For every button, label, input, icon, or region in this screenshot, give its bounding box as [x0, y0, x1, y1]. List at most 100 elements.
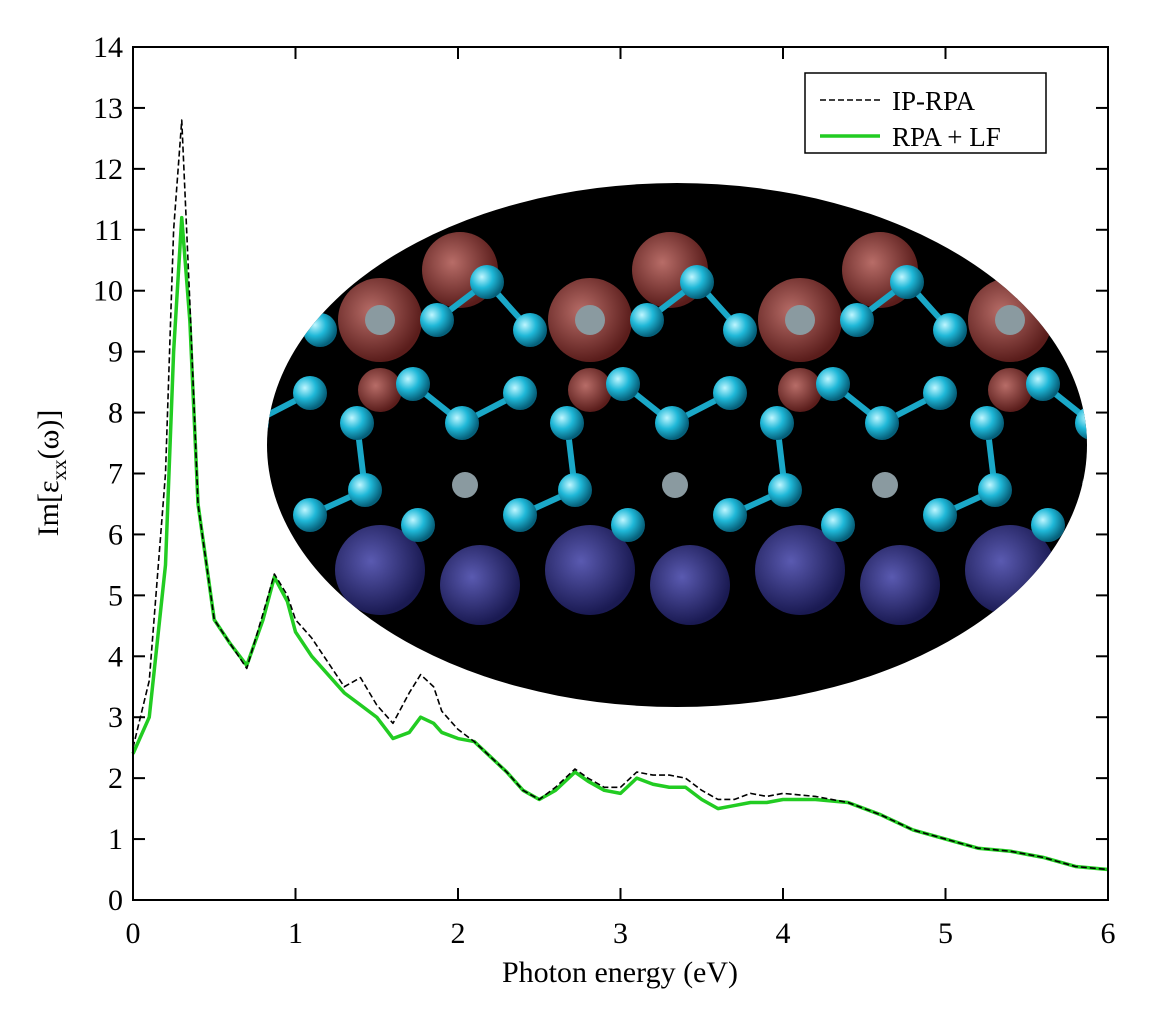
atom: [452, 472, 478, 498]
charge-lobe: [650, 545, 730, 625]
y-axis-label: Im[εxx(ω)]: [32, 410, 71, 537]
atom: [130, 406, 164, 440]
charge-lobe: [358, 368, 402, 412]
atom: [348, 473, 382, 507]
atom: [293, 376, 327, 410]
charge-lobe: [778, 368, 822, 412]
atom: [840, 303, 874, 337]
charge-lobe: [545, 525, 635, 615]
x-tick-label: 3: [613, 917, 628, 950]
atom: [267, 265, 294, 299]
atom: [890, 265, 924, 299]
x-tick-label: 0: [126, 917, 141, 950]
y-tick-label: 7: [108, 458, 123, 491]
atom: [1082, 472, 1087, 498]
legend-label: RPA + LF: [892, 122, 1001, 152]
plot-frame: [132, 46, 1109, 901]
atom: [680, 265, 714, 299]
legend-box: [804, 72, 1047, 154]
atom: [293, 498, 327, 532]
atom: [470, 265, 504, 299]
y-tick-label: 0: [108, 884, 123, 917]
atom: [550, 406, 584, 440]
legend: IP-RPA RPA + LF: [804, 72, 1047, 154]
y-tick-label: 3: [108, 701, 123, 734]
atom: [575, 305, 605, 335]
charge-lobe: [1052, 232, 1087, 308]
atom: [630, 303, 664, 337]
y-tick-label: 8: [108, 397, 123, 430]
atom: [503, 498, 537, 532]
atom: [995, 305, 1025, 335]
atom: [210, 303, 244, 337]
charge-lobe: [267, 232, 288, 308]
x-tick-label: 2: [451, 917, 466, 950]
atom: [1100, 265, 1134, 299]
atom: [655, 406, 689, 440]
y-tick-label: 4: [108, 640, 123, 673]
atom: [785, 305, 815, 335]
y-label-sub: xx: [47, 459, 71, 481]
charge-lobe: [568, 368, 612, 412]
atom: [760, 406, 794, 440]
atom: [513, 313, 547, 347]
bond: [1117, 282, 1160, 330]
atom: [662, 472, 688, 498]
charge-lobe: [440, 545, 520, 625]
atom: [340, 406, 374, 440]
atom: [1133, 376, 1167, 410]
atom: [396, 367, 430, 401]
inset-image: [100, 183, 1167, 707]
atom: [872, 472, 898, 498]
atom: [970, 406, 1004, 440]
atom: [923, 376, 957, 410]
charge-lobe: [1070, 545, 1087, 625]
atom: [1026, 367, 1060, 401]
atom: [606, 367, 640, 401]
y-tick-label: 6: [108, 518, 123, 551]
charge-lobe: [755, 525, 845, 615]
atom: [1075, 406, 1087, 440]
legend-label: IP-RPA: [892, 86, 976, 116]
atom: [713, 498, 747, 532]
y-tick-label: 13: [93, 92, 123, 125]
atom: [1050, 303, 1084, 337]
y-tick-label: 14: [93, 31, 123, 64]
atom: [768, 473, 802, 507]
atom: [865, 406, 899, 440]
x-tick-label: 1: [288, 917, 303, 950]
atom: [1031, 508, 1065, 542]
atom: [558, 473, 592, 507]
atom: [365, 305, 395, 335]
bond: [1065, 279, 1087, 323]
y-tick-label: 9: [108, 336, 123, 369]
bond: [203, 384, 252, 423]
atom: [267, 472, 268, 498]
atom: [267, 406, 269, 440]
atom: [821, 508, 855, 542]
y-tick-label: 1: [108, 823, 123, 856]
atom: [191, 508, 225, 542]
y-tick-label: 12: [93, 153, 123, 186]
bond: [274, 279, 323, 333]
bond: [267, 279, 279, 323]
x-axis-label: Photon energy (eV): [502, 956, 738, 989]
y-label-main: Im[ε: [32, 480, 65, 536]
y-label-tail: (ω)]: [32, 410, 65, 460]
bond: [147, 423, 155, 490]
atom: [713, 376, 747, 410]
x-tick-label: 5: [938, 917, 953, 950]
bond: [100, 490, 155, 515]
atom: [816, 367, 850, 401]
atom: [611, 508, 645, 542]
atom: [445, 406, 479, 440]
series-line: [132, 119, 1109, 871]
atom: [933, 313, 967, 347]
charge-lobe: [335, 525, 425, 615]
atom: [503, 376, 537, 410]
y-tick-label: 2: [108, 762, 123, 795]
x-tick-label: 6: [1101, 917, 1116, 950]
charge-lobe: [267, 545, 310, 625]
y-tick-label: 11: [94, 214, 123, 247]
